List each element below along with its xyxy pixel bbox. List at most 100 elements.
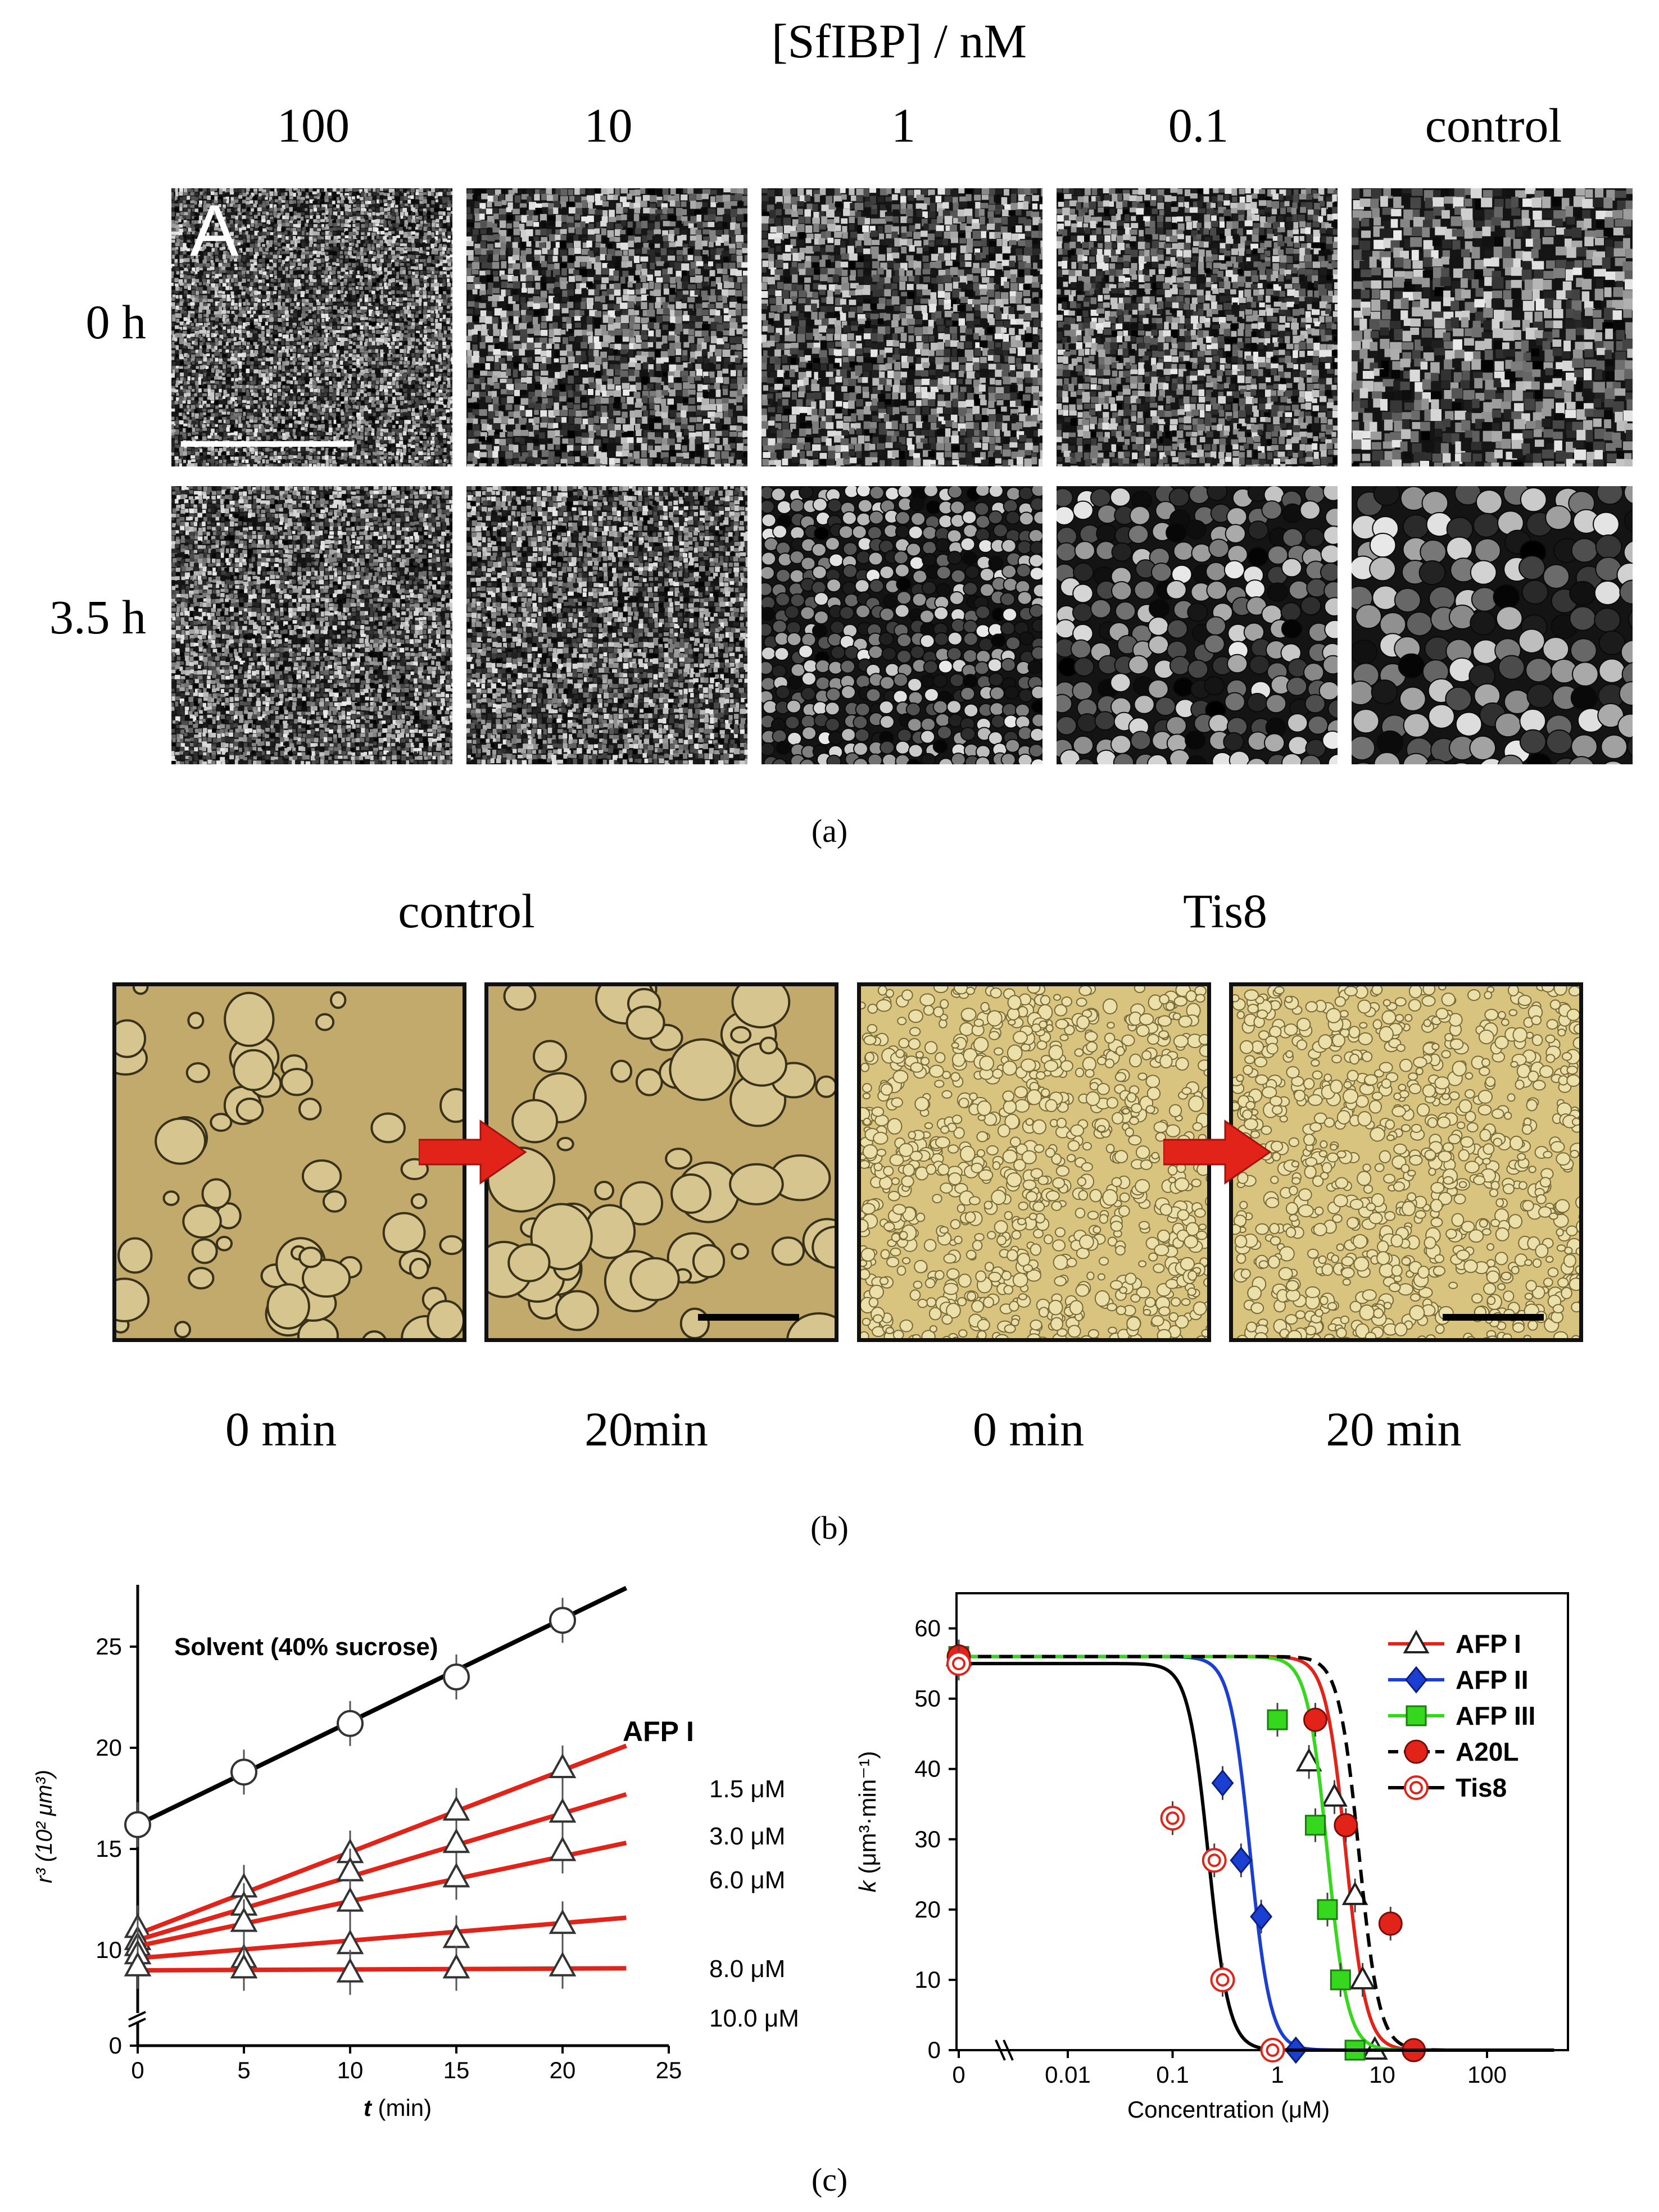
- fit-line: [137, 1966, 627, 1973]
- fit-curve: [957, 1662, 1554, 2052]
- y-tick-label: 50: [914, 1685, 941, 1712]
- data-point: [336, 1887, 364, 1912]
- column-label-1: 1: [761, 101, 1045, 149]
- micrograph-0-3: [1057, 188, 1338, 466]
- column-label-control: control: [1352, 101, 1635, 149]
- data-point-inner: [952, 1657, 966, 1671]
- data-point: [549, 1607, 576, 1634]
- y-tick-label: 30: [914, 1826, 941, 1852]
- panel-c-caption: (c): [773, 2164, 886, 2196]
- y-tick-label: 25: [96, 1633, 122, 1660]
- fit-line: [137, 1743, 627, 1936]
- data-point: [442, 1862, 470, 1888]
- red-arrow-0: [419, 1119, 527, 1185]
- micrograph-1-0: [171, 486, 452, 764]
- y-tick-label: 0: [928, 2037, 941, 2063]
- y-tick-label: 20: [914, 1896, 941, 1923]
- droplet-image-0: [112, 982, 466, 1342]
- scale-bar-b-3: [1443, 1314, 1544, 1321]
- series-3: [124, 1828, 627, 1969]
- data-point: [1378, 1911, 1403, 1936]
- x-tick-label: 5: [237, 2057, 250, 2083]
- series-label: 8.0 μM: [709, 1955, 785, 1983]
- data-point: [946, 1651, 971, 1676]
- legend-label: A20L: [1456, 1737, 1519, 1766]
- x-tick-label: 15: [443, 2057, 470, 2083]
- data-point: [1404, 1775, 1429, 1800]
- series-4: [946, 1647, 1554, 2063]
- data-point: [1230, 1846, 1253, 1874]
- plot-frame: [955, 1592, 1569, 2051]
- data-point: [549, 1951, 577, 1977]
- fit-line: [137, 1586, 628, 1827]
- fit-line: [137, 1792, 627, 1942]
- data-point: [1260, 2038, 1285, 2063]
- x-tick-label: 1: [1271, 2061, 1284, 2088]
- data-point: [1304, 1815, 1326, 1836]
- column-label-0-1: 0.1: [1057, 101, 1340, 149]
- data-point: [1210, 1967, 1235, 1992]
- scale-bar-a: [181, 441, 354, 447]
- x-tick-label: 10: [337, 2057, 364, 2083]
- x-tick-label: 10: [1369, 2061, 1395, 2088]
- micrograph-1-2: [761, 486, 1042, 764]
- data-point: [1406, 1705, 1427, 1726]
- column-label-100: 100: [171, 101, 455, 149]
- row-label-3-5h: 3.5 h: [22, 593, 146, 641]
- fit-line: [137, 1841, 627, 1948]
- data-point: [230, 1907, 258, 1932]
- series-label: 6.0 μM: [709, 1866, 785, 1894]
- axis-break-mark: [128, 2011, 146, 2021]
- time-label-tis8-0: 0 min: [860, 1405, 1197, 1453]
- legend-label: AFP II: [1456, 1665, 1529, 1694]
- data-point: [1295, 1748, 1322, 1772]
- series-label: 1.5 μM: [709, 1775, 785, 1803]
- series-label: 3.0 μM: [709, 1823, 785, 1850]
- x-tick-label: 100: [1467, 2061, 1507, 2088]
- data-point: [549, 1909, 577, 1934]
- x-tick-label: 20: [550, 2057, 576, 2083]
- micrograph-0-0: [171, 188, 452, 466]
- chart-growth-rate: 0 5 10 15 20 25 0 10 15 20 25 r³ (10² μm³) t (min) So…: [32, 1585, 799, 2121]
- x-tick-label: 0.1: [1156, 2061, 1189, 2088]
- axis-break-mark: [995, 2039, 1006, 2061]
- axis-break-mark: [128, 2018, 146, 2028]
- data-point: [1349, 1965, 1376, 1989]
- y-axis-label: r³ (10² μm³): [32, 1770, 57, 1883]
- data-point: [442, 1923, 470, 1948]
- data-point: [1334, 1813, 1358, 1838]
- micrograph-0-2: [761, 188, 1042, 466]
- row-label-0h: 0 h: [22, 298, 147, 346]
- data-point: [1330, 1969, 1351, 1991]
- group-label-control: control: [298, 887, 635, 935]
- time-label-control-20: 20min: [478, 1405, 815, 1453]
- panel-b-caption: (b): [773, 1512, 886, 1544]
- column-label-10: 10: [466, 101, 750, 149]
- axis-break-mark: [1003, 2039, 1014, 2061]
- data-point: [230, 1953, 258, 1979]
- data-point: [1404, 1739, 1429, 1764]
- data-point: [549, 1753, 577, 1778]
- droplet-image-2: [857, 982, 1211, 1342]
- y-tick-label: 10: [914, 1966, 941, 1993]
- droplet-image-1: [484, 982, 838, 1342]
- data-point: [443, 1663, 470, 1690]
- micrograph-0-4: [1352, 188, 1633, 466]
- y-tick-label: 20: [96, 1734, 122, 1761]
- legend-item-1: AFP II: [1388, 1665, 1529, 1694]
- data-point: [442, 1796, 470, 1821]
- micrograph-1-4: [1352, 486, 1633, 764]
- x-tick-label: 0: [131, 2057, 144, 2083]
- x-tick-label: 25: [656, 2057, 682, 2083]
- legend-item-3: A20L: [1388, 1737, 1519, 1766]
- data-point: [1405, 1666, 1427, 1694]
- legend-item-0: AFP I: [1388, 1629, 1521, 1658]
- panel-a-title: [SfIBP] / nM: [674, 17, 1124, 65]
- scale-bar-b-1: [698, 1314, 799, 1321]
- data-point: [337, 1710, 364, 1737]
- data-point: [549, 1798, 577, 1823]
- red-arrow-1: [1163, 1119, 1272, 1185]
- data-point: [1321, 1783, 1348, 1807]
- series-5: [124, 1943, 627, 1995]
- series-label: 10.0 μM: [709, 2005, 799, 2032]
